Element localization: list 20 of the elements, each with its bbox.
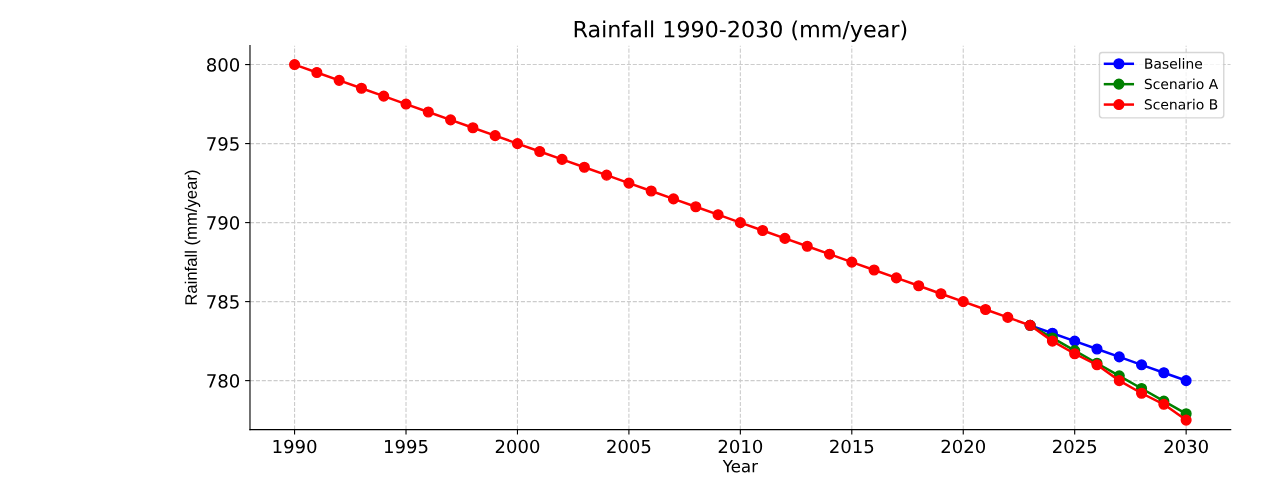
y-axis-title: Rainfall (mm/year) [184, 170, 201, 305]
legend-label: Scenario B [1144, 98, 1218, 110]
chart-title: Rainfall 1990-2030 (mm/year) [574, 20, 907, 42]
legend-label: Baseline [1145, 58, 1203, 69]
y-tick-label: 795 [207, 137, 239, 151]
x-tick-label: 2030 [1164, 439, 1208, 454]
x-tick-label: 2010 [718, 439, 763, 454]
x-tick-label: 2005 [607, 439, 651, 454]
y-tick-label: 790 [207, 216, 240, 230]
y-tick-label: 780 [207, 374, 240, 388]
x-axis-title: Year [722, 460, 758, 473]
x-tick-label: 2000 [495, 439, 540, 454]
x-tick-label: 1995 [385, 439, 428, 454]
x-tick-label: 2020 [941, 439, 986, 454]
x-tick-label: 2015 [830, 439, 874, 454]
y-tick-label: 785 [207, 295, 239, 309]
x-tick-label: 1990 [273, 439, 317, 454]
y-tick-label: 800 [207, 58, 240, 72]
x-tick-label: 2025 [1053, 439, 1097, 454]
legend-label: Scenario A [1144, 78, 1219, 90]
